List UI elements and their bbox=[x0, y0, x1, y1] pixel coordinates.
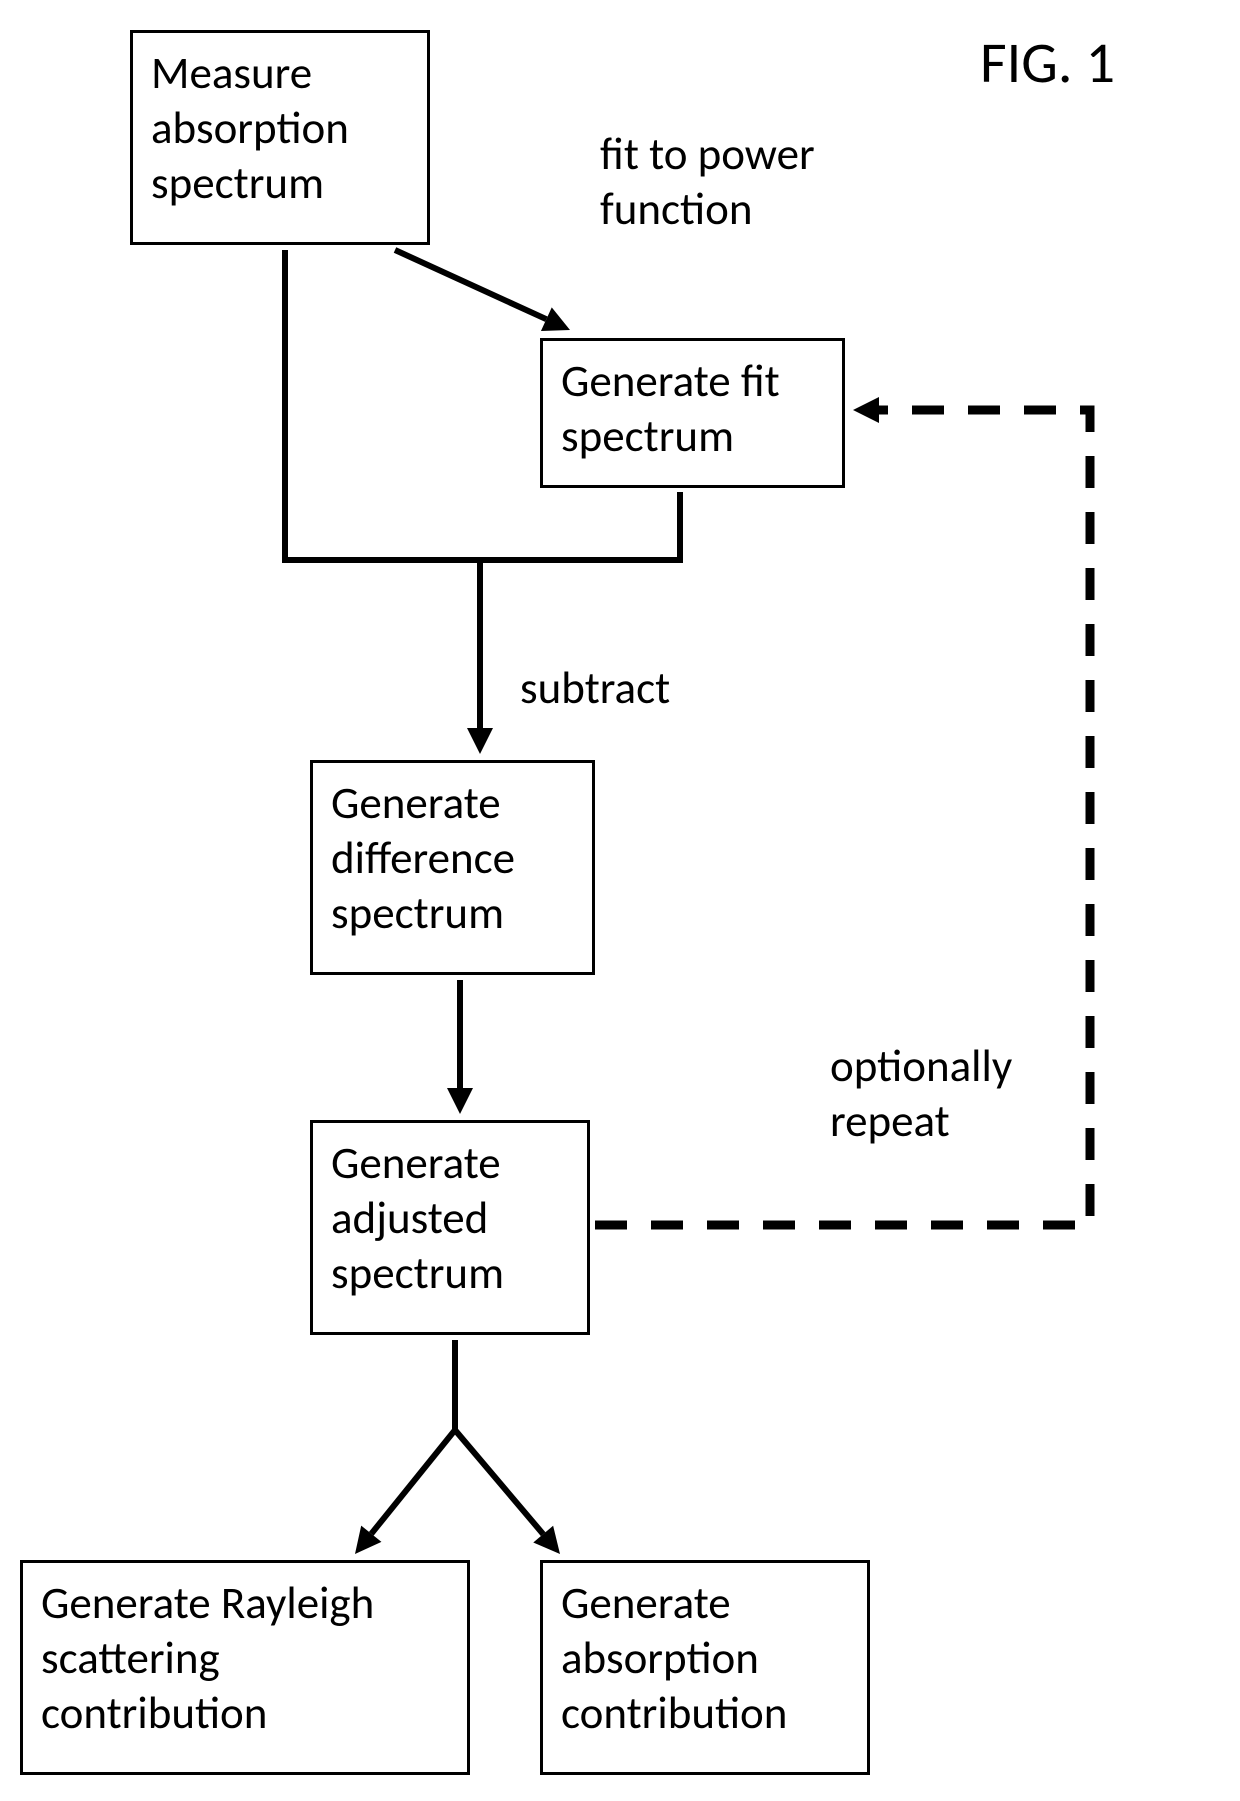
node-diff-text: Generate difference spectrum bbox=[331, 776, 515, 941]
label-opt-repeat: optionally repeat bbox=[830, 1040, 1012, 1150]
edges-layer bbox=[0, 0, 1240, 1801]
edge-split-to-absorb bbox=[455, 1430, 543, 1534]
node-adjusted: Generate adjusted spectrum bbox=[310, 1120, 590, 1335]
edge-measure-down bbox=[285, 250, 480, 560]
node-measure-text: Measure absorption spectrum bbox=[151, 46, 349, 211]
diagram-canvas: Measure absorption spectrum Generate fit… bbox=[0, 0, 1240, 1801]
node-absorb: Generate absorption contribution bbox=[540, 1560, 870, 1775]
node-rayleigh: Generate Rayleigh scattering contributio… bbox=[20, 1560, 470, 1775]
label-subtract: subtract bbox=[520, 662, 670, 717]
node-adjusted-text: Generate adjusted spectrum bbox=[331, 1136, 504, 1301]
node-absorb-text: Generate absorption contribution bbox=[561, 1576, 787, 1741]
node-genfit: Generate fit spectrum bbox=[540, 338, 845, 488]
figure-title: FIG. 1 bbox=[980, 28, 1115, 99]
label-fit-power: fit to power function bbox=[600, 128, 815, 238]
node-rayleigh-text: Generate Rayleigh scattering contributio… bbox=[41, 1576, 374, 1741]
edge-split-to-rayleigh bbox=[371, 1430, 455, 1534]
node-diff: Generate difference spectrum bbox=[310, 760, 595, 975]
node-measure: Measure absorption spectrum bbox=[130, 30, 430, 245]
edge-measure-to-fit bbox=[395, 250, 546, 319]
node-genfit-text: Generate fit spectrum bbox=[561, 354, 780, 464]
edge-fit-down bbox=[480, 492, 680, 560]
